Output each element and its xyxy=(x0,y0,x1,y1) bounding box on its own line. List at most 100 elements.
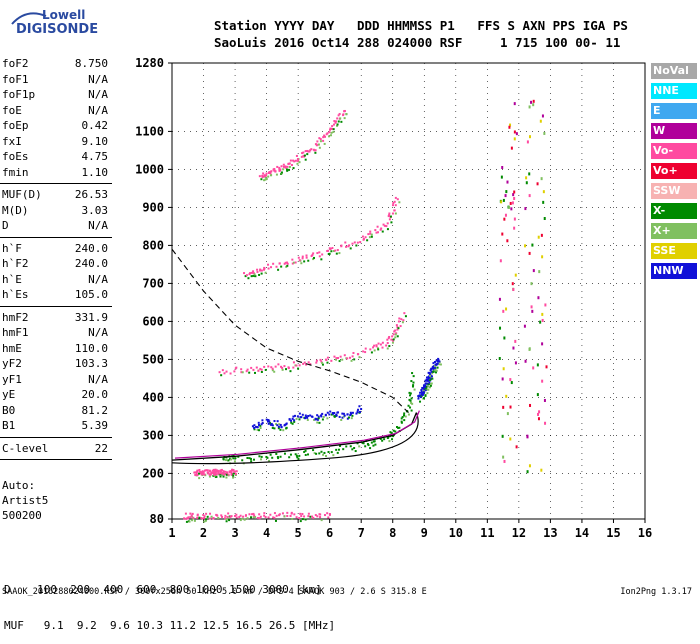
trace-point xyxy=(386,338,389,341)
trace-point xyxy=(341,412,344,415)
trace-point xyxy=(432,366,435,369)
trace-point xyxy=(303,515,306,518)
trace-point xyxy=(307,414,310,417)
trace-point xyxy=(275,452,278,455)
trace-point xyxy=(433,370,436,373)
trace-point xyxy=(260,455,263,458)
trace-point xyxy=(286,165,289,168)
parameter-value: 3.03 xyxy=(81,203,109,217)
trace-point xyxy=(224,514,227,517)
trace-point xyxy=(295,364,298,367)
trace-point xyxy=(336,117,339,120)
trace-point xyxy=(403,312,406,315)
trace-point xyxy=(301,152,304,155)
trace-point xyxy=(225,520,228,523)
trace-point xyxy=(280,265,283,268)
parameter-name: B1 xyxy=(2,419,16,432)
trace-point xyxy=(421,393,424,396)
trace-point xyxy=(404,315,407,318)
trace-point xyxy=(336,451,339,454)
trace-point xyxy=(290,421,293,424)
parameter-name: fmin xyxy=(2,165,29,179)
trace-point xyxy=(289,370,292,373)
trace-point xyxy=(506,412,509,416)
trace-point xyxy=(277,425,280,428)
parameter-value: 105.0 xyxy=(74,288,108,301)
trace-point xyxy=(275,514,278,517)
trace-point xyxy=(298,364,301,367)
trace-point xyxy=(333,120,336,123)
parameter-value: N/A xyxy=(88,272,108,286)
trace-point xyxy=(395,426,398,429)
trace-point xyxy=(340,120,343,123)
trace-point xyxy=(263,514,266,517)
trace-point xyxy=(215,473,218,476)
trace-point xyxy=(227,459,230,462)
trace-point xyxy=(286,514,289,517)
trace-point xyxy=(531,309,534,313)
trace-point xyxy=(427,388,430,391)
trace-point xyxy=(336,249,339,252)
trace-point xyxy=(320,258,323,261)
trace-point xyxy=(348,244,351,247)
trace-point xyxy=(422,389,425,392)
parameter-value: 103.3 xyxy=(74,357,108,370)
trace-point xyxy=(426,385,429,388)
trace-point xyxy=(314,514,317,517)
trace-point xyxy=(215,513,218,516)
trace-point xyxy=(219,472,222,475)
trace-point xyxy=(249,457,252,460)
parameter-name: MUF(D) xyxy=(2,188,42,201)
trace-point xyxy=(325,133,328,136)
trace-point xyxy=(260,269,263,272)
trace-point xyxy=(208,473,211,476)
trace-point xyxy=(288,165,291,168)
trace-point xyxy=(513,190,516,194)
trace-point xyxy=(398,201,401,204)
trace-point xyxy=(329,248,332,251)
parameter-row: hmF2 331.9 xyxy=(0,310,112,326)
trace-point xyxy=(425,376,428,379)
trace-point xyxy=(278,168,281,171)
trace-point xyxy=(364,445,367,448)
trace-point xyxy=(289,514,292,517)
trace-point xyxy=(218,371,221,374)
trace-point xyxy=(226,516,229,519)
trace-point xyxy=(316,421,319,424)
trace-point xyxy=(545,365,548,369)
trace-point xyxy=(262,175,265,178)
trace-point xyxy=(345,113,348,116)
trace-point xyxy=(209,517,212,520)
trace-point xyxy=(295,454,298,457)
trace-point xyxy=(198,472,201,475)
trace-point xyxy=(256,270,259,273)
trace-point xyxy=(408,398,411,401)
trace-point xyxy=(336,123,339,126)
trace-point xyxy=(304,453,307,456)
trace-point xyxy=(388,214,391,217)
trace-point xyxy=(333,355,336,358)
trace-point xyxy=(351,448,354,451)
parameter-divider xyxy=(0,436,112,438)
y-tick-label: 400 xyxy=(142,390,164,404)
trace-point xyxy=(530,100,533,104)
trace-point xyxy=(264,178,267,181)
trace-point xyxy=(256,426,259,429)
trace-point xyxy=(222,458,225,461)
trace-point xyxy=(514,361,517,365)
trace-point xyxy=(423,388,426,391)
trace-point xyxy=(526,435,529,439)
trace-point xyxy=(294,159,297,162)
trace-point xyxy=(244,275,247,278)
trace-point xyxy=(184,517,187,520)
trace-point xyxy=(265,455,268,458)
autoscaling-info: Auto: Artist5 500200 xyxy=(2,478,48,523)
trace-point xyxy=(394,333,397,336)
trace-point xyxy=(367,444,370,447)
trace-point xyxy=(541,342,544,346)
trace-point xyxy=(220,374,223,377)
trace-point xyxy=(343,109,346,112)
trace-point xyxy=(506,239,509,243)
trace-point xyxy=(325,359,328,362)
trace-point xyxy=(410,401,413,404)
